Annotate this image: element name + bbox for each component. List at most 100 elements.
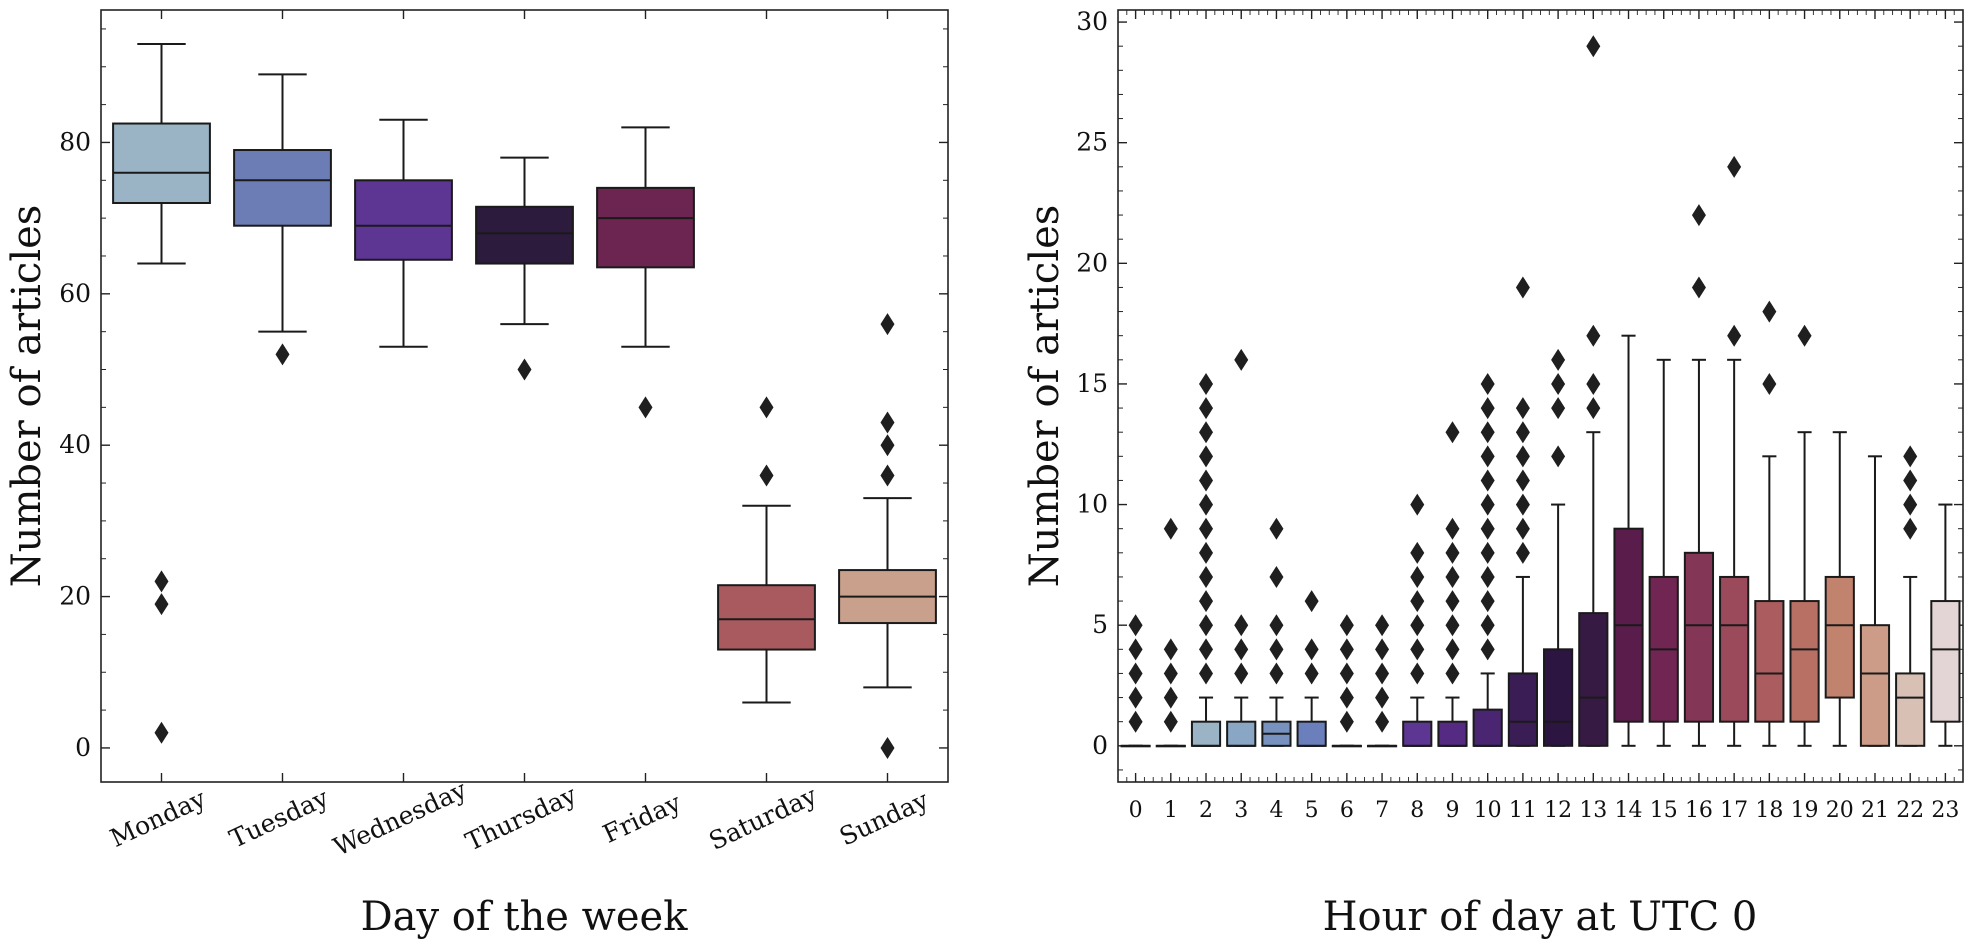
y-tick-label: 80	[59, 127, 91, 156]
x-category-label: 14	[1615, 798, 1643, 823]
right-y-axis-title: Number of articles	[1022, 205, 1068, 588]
box-group	[112, 43, 211, 744]
box-group	[1648, 358, 1679, 747]
outlier-point	[1515, 276, 1530, 299]
outlier-point	[1199, 590, 1214, 613]
x-category-label: 4	[1269, 798, 1283, 823]
box	[1437, 720, 1468, 747]
outlier-point	[1903, 445, 1918, 468]
x-category-label: 21	[1861, 798, 1889, 823]
outlier-point	[1199, 638, 1214, 661]
outlier-point	[1339, 638, 1354, 661]
x-category-label: 16	[1685, 798, 1713, 823]
outlier-point	[1199, 445, 1214, 468]
outlier-point	[1199, 421, 1214, 444]
box	[596, 186, 695, 269]
box	[475, 205, 574, 265]
x-category-label: 6	[1340, 798, 1354, 823]
outlier-point	[759, 464, 774, 487]
outlier-point	[1128, 638, 1143, 661]
x-category-label: 18	[1755, 798, 1783, 823]
outlier-point	[1234, 348, 1249, 371]
box-group	[1930, 503, 1961, 747]
y-tick-label: 15	[1076, 369, 1108, 398]
x-category-label: 13	[1579, 798, 1607, 823]
outlier-point	[880, 313, 895, 336]
outlier-point	[1797, 324, 1812, 347]
x-category-label: Tuesday	[225, 783, 334, 854]
outlier-point	[154, 721, 169, 744]
outlier-point	[1375, 686, 1390, 709]
y-tick-label: 25	[1076, 128, 1108, 157]
outlier-point	[1586, 397, 1601, 420]
outlier-point	[638, 396, 653, 419]
box	[1754, 600, 1785, 723]
outlier-point	[1551, 372, 1566, 395]
x-category-label: 9	[1445, 798, 1459, 823]
outlier-point	[1234, 638, 1249, 661]
box-group	[1120, 614, 1151, 748]
box	[1578, 612, 1609, 747]
outlier-point	[1445, 614, 1460, 637]
outlier-point	[1163, 662, 1178, 685]
outlier-point	[1586, 324, 1601, 347]
x-category-label: 17	[1720, 798, 1748, 823]
outlier-point	[1199, 614, 1214, 637]
box-group	[717, 396, 816, 704]
outlier-point	[1445, 638, 1460, 661]
box-group	[475, 156, 574, 381]
box-group	[1859, 455, 1891, 747]
x-category-label: 12	[1544, 798, 1572, 823]
outlier-point	[1551, 397, 1566, 420]
outlier-point	[1128, 710, 1143, 733]
x-category-label: Sunday	[835, 785, 934, 852]
y-tick-label: 0	[1092, 731, 1108, 760]
x-category-label: 3	[1234, 798, 1248, 823]
outlier-point	[1410, 662, 1425, 685]
outlier-point	[1410, 590, 1425, 613]
outlier-point	[1445, 590, 1460, 613]
outlier-point	[1727, 155, 1742, 178]
outlier-point	[1339, 710, 1354, 733]
box-group	[1437, 421, 1468, 747]
box-group	[1789, 324, 1820, 747]
x-category-label: 10	[1474, 798, 1502, 823]
outlier-point	[1304, 662, 1319, 685]
box	[1472, 708, 1503, 747]
box-group	[1226, 348, 1257, 747]
box	[1543, 648, 1574, 747]
box-group	[1824, 431, 1855, 747]
outlier-point	[1515, 493, 1530, 516]
outlier-point	[1515, 541, 1530, 564]
box-group	[838, 313, 937, 759]
outlier-point	[1480, 493, 1495, 516]
outlier-point	[1515, 469, 1530, 492]
outlier-point	[1480, 421, 1495, 444]
x-category-label: 5	[1305, 798, 1319, 823]
outlier-point	[1304, 638, 1319, 661]
outlier-point	[1269, 638, 1284, 661]
box-group	[1578, 35, 1609, 747]
outlier-point	[275, 343, 290, 366]
outlier-point	[1269, 614, 1284, 637]
outlier-point	[1410, 614, 1425, 637]
outlier-point	[1480, 517, 1495, 540]
y-tick-label: 10	[1076, 490, 1108, 519]
x-category-label: 8	[1410, 798, 1424, 823]
box-group	[1543, 348, 1574, 747]
outlier-point	[1480, 445, 1495, 468]
outlier-point	[1375, 638, 1390, 661]
outlier-point	[1480, 541, 1495, 564]
box	[233, 149, 332, 227]
outlier-point	[1163, 686, 1178, 709]
outlier-point	[1445, 541, 1460, 564]
box	[354, 179, 453, 261]
box-group	[1155, 517, 1186, 748]
box-group	[1331, 614, 1362, 748]
left-plot-frame	[100, 9, 949, 783]
outlier-point	[1480, 614, 1495, 637]
x-category-label: 0	[1129, 798, 1143, 823]
outlier-point	[1551, 445, 1566, 468]
outlier-point	[1234, 614, 1249, 637]
